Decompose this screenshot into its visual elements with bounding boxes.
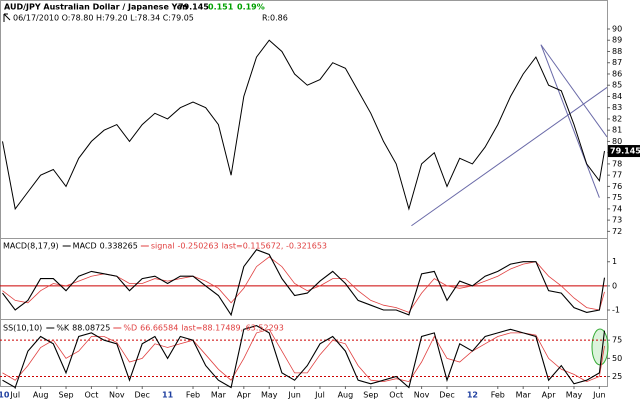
y-tick-label: 86 [612, 69, 622, 78]
x-tick-label: Aug [33, 391, 49, 400]
legend-value: 88.08725 [72, 324, 110, 333]
year-label: 12 [467, 391, 478, 400]
x-tick-label: Oct [389, 391, 403, 400]
x-tick-label: Jul [314, 391, 325, 400]
y-tick-label: 0 [612, 281, 617, 290]
x-tick-label: Dec [134, 391, 149, 400]
last-price-label: 79.145 [610, 147, 640, 156]
trendline [540, 44, 600, 198]
y-tick-label: 90 [612, 24, 622, 33]
legend-name: signal [151, 242, 175, 251]
y-tick-label: 75 [612, 193, 622, 202]
y-tick-label: 85 [612, 81, 622, 90]
frame [0, 0, 608, 387]
trendline [411, 87, 608, 227]
y-tick-label: 87 [612, 58, 622, 67]
x-tick-label: Jun [592, 391, 606, 400]
y-tick-label: 84 [612, 92, 622, 101]
change-pct: 0.19% [237, 3, 265, 12]
legend-name: MACD [73, 242, 97, 251]
y-tick-label: 72 [612, 227, 622, 236]
y-tick-label: 77 [612, 171, 622, 180]
x-tick-label: Feb [491, 391, 505, 400]
y-tick-label: 76 [612, 182, 622, 191]
range: R:0.86 [262, 14, 288, 23]
y-tick-label: 75 [612, 336, 622, 345]
x-tick-label: Mar [516, 391, 532, 400]
y-tick-label: 80 [612, 137, 622, 146]
indicator-line [2, 325, 606, 389]
x-tick-label: Apr [542, 391, 557, 400]
x-tick-label: May [566, 391, 583, 400]
y-tick-label: 73 [612, 216, 622, 225]
legend-value: -0.250263 [178, 242, 219, 251]
y-tick-label: 88 [612, 47, 622, 56]
trendline [540, 44, 608, 138]
last-price: 79.145 [178, 3, 209, 12]
y-tick-label: 50 [612, 354, 622, 363]
y-tick-label: 82 [612, 114, 622, 123]
price-line [2, 39, 605, 211]
x-tick-label: Sep [363, 391, 378, 400]
x-tick-label: Sep [58, 391, 73, 400]
highlight [591, 328, 609, 366]
y-tick-label: 89 [612, 36, 622, 45]
x-tick-label: Mar [211, 391, 227, 400]
legend-name: %D [123, 324, 137, 333]
year-label: 10 [0, 391, 10, 400]
y-tick-label: 74 [612, 204, 622, 213]
cursor-icon [3, 13, 11, 22]
symbol: AUD/JPY Australian Dollar / Japanese Yen [4, 3, 188, 12]
legend-value: 0.338265 [100, 242, 138, 251]
x-tick-label: May [261, 391, 278, 400]
x-tick-label: Nov [414, 391, 430, 400]
legend-name: %K [56, 324, 70, 333]
panel-title: MACD(8,17,9) [3, 242, 59, 251]
x-tick-label: Apr [237, 391, 252, 400]
change: 0.151 [208, 3, 234, 12]
x-tick-label: Aug [338, 391, 354, 400]
y-tick-label: 25 [612, 372, 622, 381]
x-tick-label: Nov [109, 391, 125, 400]
indicator-line [2, 249, 606, 317]
y-tick-label: 78 [612, 159, 622, 168]
panel-note: last=88.17489, 63.52293 [181, 324, 284, 333]
x-tick-label: Dec [439, 391, 454, 400]
legend-value: 66.66584 [140, 324, 178, 333]
last-price-box [608, 145, 640, 158]
panel-title: SS(10,10) [3, 324, 42, 333]
x-tick-label: Feb [186, 391, 200, 400]
x-tick-label: Jun [287, 391, 301, 400]
y-tick-label: 81 [612, 126, 622, 135]
indicator-line [2, 328, 605, 383]
y-tick-label: -1 [612, 306, 620, 315]
year-label: 11 [162, 391, 174, 400]
y-tick-label: 83 [612, 103, 622, 112]
x-tick-label: Jul [9, 391, 20, 400]
y-tick-label: 1 [612, 257, 617, 266]
panel-note: last=0.115672, -0.321653 [222, 242, 327, 251]
ohlc: 06/17/2010 O:78.80 H:79.20 L:78.34 C:79.… [13, 14, 194, 23]
x-tick-label: Oct [85, 391, 99, 400]
